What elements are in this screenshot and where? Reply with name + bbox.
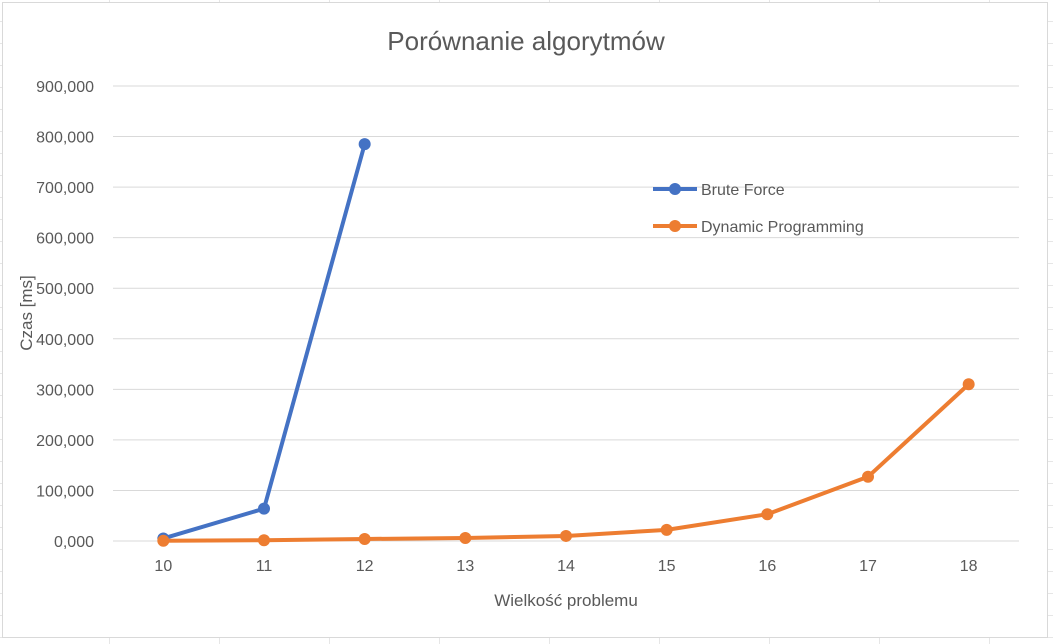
- chart-title: Porównanie algorytmów: [387, 26, 665, 56]
- x-tick-label: 13: [456, 558, 474, 575]
- data-point[interactable]: [560, 529, 572, 542]
- x-tick-label: 11: [256, 558, 273, 575]
- series-brute-force: [157, 138, 371, 545]
- y-tick-label: 600,000: [36, 231, 94, 248]
- x-tick-label: 17: [859, 558, 877, 575]
- data-point[interactable]: [962, 378, 975, 391]
- series-line[interactable]: [161, 142, 367, 541]
- y-tick-label: 200,000: [36, 433, 94, 450]
- data-point[interactable]: [258, 502, 270, 515]
- y-tick-label: 700,000: [36, 180, 94, 197]
- y-tick-label: 900,000: [36, 79, 94, 96]
- x-tick-label: 12: [356, 558, 374, 575]
- x-tick-label: 15: [658, 558, 676, 575]
- y-tick-label: 500,000: [36, 281, 94, 298]
- x-tick-label: 10: [154, 558, 172, 575]
- data-point[interactable]: [358, 532, 371, 545]
- legend-point-marker: [669, 183, 681, 195]
- y-tick-label: 800,000: [36, 130, 94, 147]
- data-point[interactable]: [459, 531, 472, 544]
- legend: Brute Force Dynamic Programming: [653, 182, 864, 236]
- gridlines: [113, 85, 1019, 542]
- x-axis-ticks: 10 11 12 13 14 15 16 17 18: [154, 558, 977, 575]
- data-point[interactable]: [660, 523, 673, 536]
- x-tick-label: 18: [960, 558, 978, 575]
- series-dynamic-programming: [157, 378, 975, 547]
- legend-label: Dynamic Programming: [701, 219, 864, 236]
- x-tick-label: 14: [557, 558, 575, 575]
- data-point[interactable]: [862, 470, 874, 483]
- y-tick-label: 400,000: [36, 332, 94, 349]
- legend-point-marker: [669, 220, 681, 232]
- data-series: [157, 138, 975, 547]
- legend-label: Brute Force: [701, 182, 785, 199]
- y-axis-ticks: 0,000 100,000 200,000 300,000 400,000 500,000…: [36, 79, 94, 551]
- data-point[interactable]: [358, 138, 371, 151]
- x-tick-label: 16: [758, 558, 776, 575]
- legend-item[interactable]: Dynamic Programming: [653, 219, 864, 236]
- x-axis-label: Wielkość problemu: [494, 591, 638, 610]
- legend-item[interactable]: Brute Force: [653, 182, 785, 199]
- series-line[interactable]: [161, 382, 971, 543]
- y-tick-label: 300,000: [36, 382, 94, 399]
- y-tick-label: 100,000: [36, 483, 94, 500]
- data-point[interactable]: [157, 534, 170, 547]
- data-point[interactable]: [258, 534, 270, 547]
- y-tick-label: 0,000: [54, 534, 94, 551]
- y-axis-label: Czas [ms]: [17, 275, 36, 351]
- data-point[interactable]: [761, 508, 774, 521]
